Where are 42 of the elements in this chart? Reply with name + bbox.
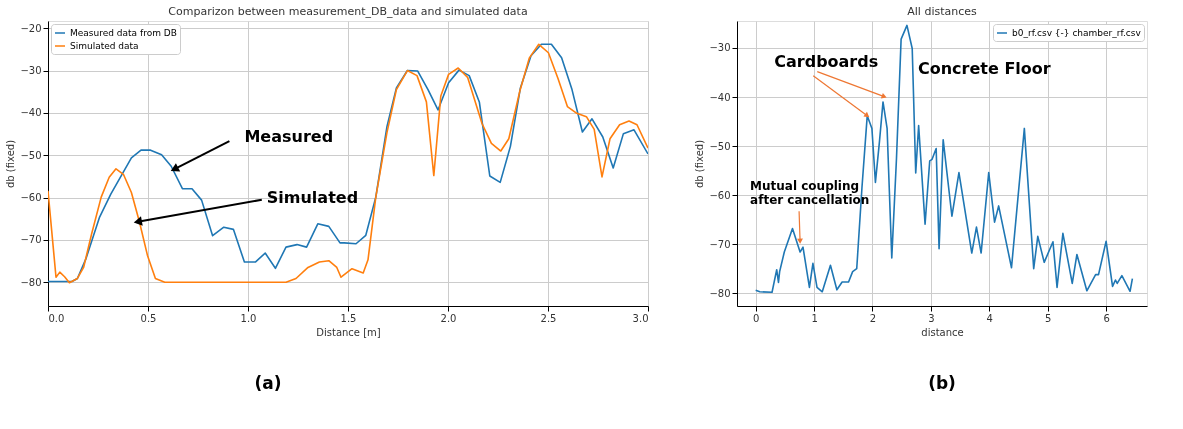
x-tick-label: 0 [753,312,760,324]
x-axis-title: Distance [m] [316,326,381,338]
x-tick-label: 2.5 [540,312,557,324]
y-tick-label: −50 [20,149,42,161]
y-tick-label: −80 [709,287,731,299]
x-tick-label: 1 [811,312,818,324]
chart-title: All distances [907,5,977,18]
y-tick-label: −20 [20,22,42,34]
annotation: Simulated [266,187,359,207]
annotation: Concrete Floor [917,59,1051,79]
x-tick-label: 3 [928,312,935,324]
annotation: Cardboards [774,51,879,71]
y-tick-label: −60 [20,192,42,204]
y-tick-label: −50 [709,140,731,152]
y-tick-label: −40 [20,107,42,119]
y-tick-label: −40 [709,91,731,103]
x-tick-label: 6 [1103,312,1110,324]
text: (b) [928,373,956,393]
x-tick-label: 1.0 [240,312,257,324]
x-tick-label: 1.5 [340,312,357,324]
y-axis-title: db (fixed) [5,139,17,189]
x-tick-label: 3.0 [632,312,649,324]
legend-label: Simulated data [70,41,139,51]
annotation: Measured [244,127,334,147]
y-tick-label: −70 [20,234,42,246]
y-tick-label: −30 [709,42,731,54]
x-tick-label: 4 [986,312,993,324]
x-tick-label: 0.0 [48,312,65,324]
text: (a) [254,373,282,393]
y-tick-label: −60 [709,189,731,201]
y-tick-label: −80 [20,276,42,288]
legend-label: Measured data from DB [70,28,177,38]
x-axis-title: distance [921,326,964,338]
x-tick-label: 2.0 [440,312,457,324]
y-tick-label: −30 [20,65,42,77]
y-tick-label: −70 [709,238,731,250]
legend-label: b0_rf.csv {-} chamber_rf.csv [1012,28,1142,38]
y-axis-title: db (fixed) [694,139,706,189]
chart-title: Comparizon between measurement_DB_data and simulated data [168,5,528,18]
x-tick-label: 0.5 [140,312,157,324]
x-tick-label: 2 [869,312,877,324]
x-tick-label: 5 [1045,312,1052,324]
